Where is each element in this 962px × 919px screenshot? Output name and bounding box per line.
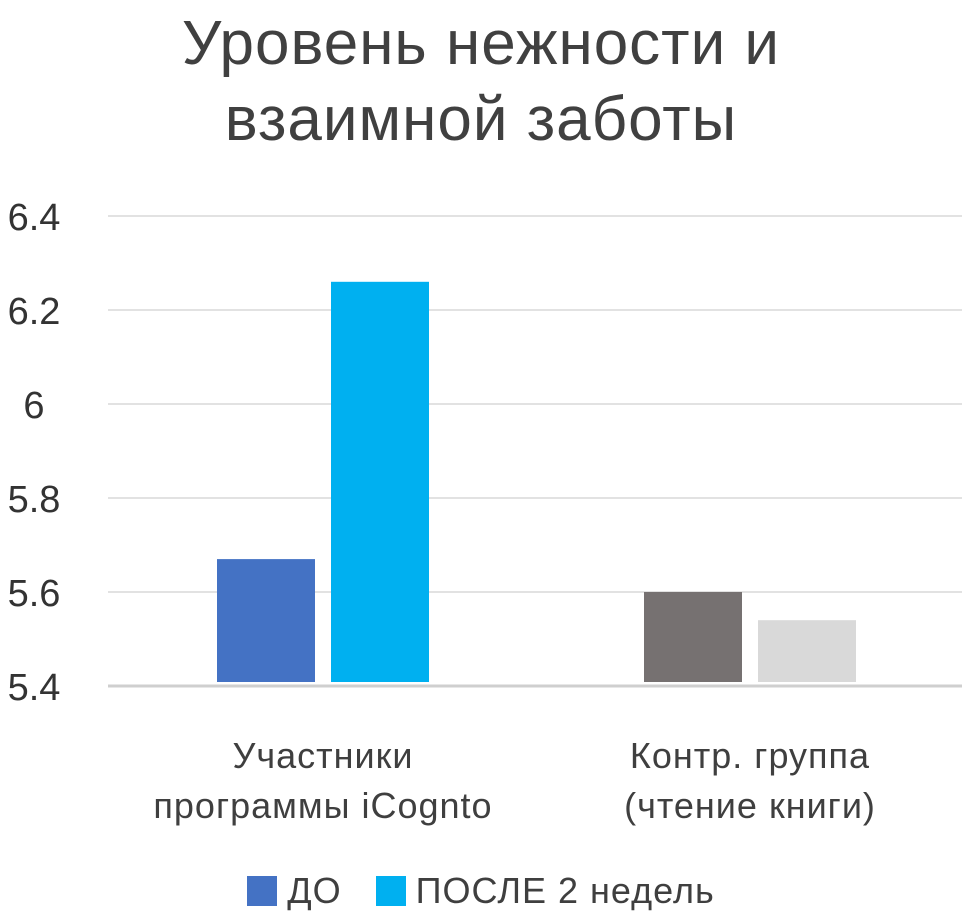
chart-title: Уровень нежности и взаимной заботы — [0, 6, 962, 158]
bar-series-1-category-1 — [758, 620, 856, 682]
chart-title-line-2: взаимной заботы — [224, 85, 738, 154]
y-tick-label: 6.4 — [8, 197, 61, 239]
legend-swatch-do — [247, 876, 278, 906]
y-tick-label: 5.4 — [8, 667, 61, 709]
y-axis-ticks: 5.4 5.6 5.8 6 6.2 6.4 — [8, 197, 61, 709]
legend-item-posle: ПОСЛЕ 2 недель — [375, 870, 715, 912]
legend-label-posle: ПОСЛЕ 2 недель — [415, 870, 715, 911]
gridlines — [108, 215, 962, 688]
x-axis-categories: Участники программы iCognto Контр. группа (… — [153, 735, 876, 826]
bar-chart: 5.4 5.6 5.8 6 6.2 6.4 Участники программы iCog… — [8, 197, 962, 826]
category-label-1-line-0: Контр. группа — [630, 735, 870, 776]
legend-label-do: ДО — [287, 870, 342, 911]
legend-item-do: ДО — [247, 870, 341, 912]
category-label-0-line-1: программы iCognto — [153, 785, 492, 826]
bars — [217, 281, 856, 682]
legend: ДО ПОСЛЕ 2 недель — [0, 870, 962, 912]
y-tick-label: 6 — [23, 385, 44, 427]
bar-series-1-category-0 — [331, 281, 429, 682]
chart-title-line-1: Уровень нежности и — [181, 9, 781, 78]
y-tick-label: 5.6 — [8, 573, 61, 615]
y-tick-label: 6.2 — [8, 291, 61, 333]
bar-series-0-category-0 — [217, 559, 315, 682]
category-label-1-line-1: (чтение книги) — [624, 785, 876, 826]
y-tick-label: 5.8 — [8, 479, 61, 521]
category-label-0-line-0: Участники — [233, 735, 414, 776]
legend-swatch-posle — [375, 876, 406, 906]
bar-series-0-category-1 — [644, 592, 742, 682]
